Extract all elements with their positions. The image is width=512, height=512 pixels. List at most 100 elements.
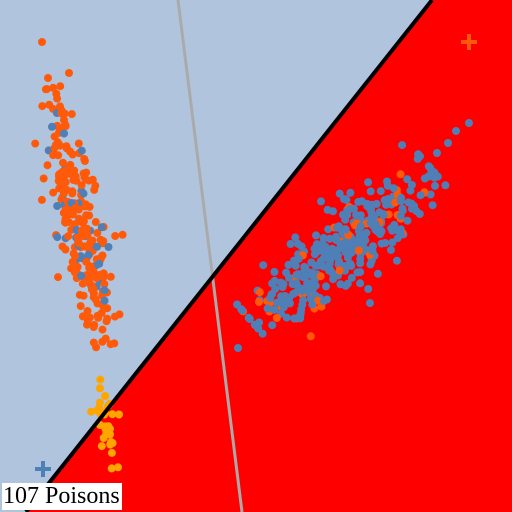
left-cluster-point [100,280,109,288]
poison-points-point [97,442,106,451]
right-cluster-point [371,220,380,229]
right-cluster-point [327,247,336,256]
right-cluster-point [388,238,397,247]
right-cluster-point [465,119,473,127]
left-cluster-point [53,94,62,103]
poison-points-point [107,464,116,473]
right-cluster-point [285,273,293,282]
right-cluster-point [258,329,267,338]
left-cluster-point [71,172,80,181]
right-cluster-point [354,226,363,235]
right-cluster-point [431,181,439,190]
right-cluster-point [335,266,344,275]
left-cluster-point [92,274,101,283]
left-cluster-point [118,230,127,239]
left-cluster-point [48,122,56,131]
right-cluster-point [376,187,385,196]
right-cluster-point [407,180,416,189]
right-cluster-point [347,273,356,282]
class-0-centroid-marker [35,461,51,477]
left-cluster-point [78,279,87,288]
left-cluster-point [69,210,77,219]
right-cluster-point [321,250,330,259]
right-cluster-point [308,300,317,309]
left-cluster-point [93,228,102,237]
left-cluster-point [84,242,93,251]
right-cluster-point [263,304,272,313]
right-cluster-point [329,207,337,216]
left-cluster-point [77,146,86,155]
right-cluster-point [397,193,406,202]
left-cluster-point [71,204,80,213]
left-cluster-point [110,312,119,321]
left-cluster-point [49,188,58,197]
right-cluster-point [255,288,264,297]
right-cluster-point [299,296,308,305]
left-cluster-point [79,217,88,226]
right-cluster-point [341,225,350,234]
right-cluster-point [369,212,378,221]
right-cluster-point [282,313,291,322]
right-cluster-point [272,314,281,322]
left-cluster-point [61,218,69,227]
poison-points-point [93,406,102,415]
right-cluster-point [311,261,320,270]
poison-points-point [114,463,122,472]
right-cluster-point [364,178,373,187]
right-cluster-point [346,188,355,197]
right-cluster-point [255,298,263,306]
left-cluster-point [83,316,92,325]
right-cluster-point [364,285,373,293]
left-cluster-point [77,181,86,190]
class-0-region [0,0,432,512]
right-cluster-point [274,298,283,307]
poison-points-point [101,392,110,400]
right-cluster-point [325,234,334,243]
right-cluster-point [408,204,416,213]
poison-points-point [96,375,105,384]
left-cluster-point [83,307,92,315]
left-cluster-point [56,102,64,111]
left-cluster-point [104,243,113,251]
right-cluster-point [324,225,333,234]
right-cluster-point [441,181,450,190]
markers-layer [35,34,477,477]
poison-points-point [87,407,96,416]
right-cluster-point [335,189,344,198]
left-cluster-point [75,239,83,248]
left-cluster-point [65,69,73,77]
left-cluster-point [76,252,85,261]
left-cluster-point [53,233,62,242]
left-cluster-point [38,38,46,46]
left-cluster-point [89,323,98,331]
left-cluster-point [57,109,66,118]
left-cluster-point [60,116,68,124]
left-cluster-point [84,250,93,259]
right-cluster-point [366,299,374,308]
right-cluster-point [368,200,377,209]
poison-points-point [108,439,117,448]
right-cluster-point [311,281,320,290]
left-cluster-point [99,273,108,282]
class-1-centroid-marker [461,34,477,50]
right-cluster-point [292,270,301,279]
left-cluster-point [99,237,108,246]
right-cluster-point [284,260,293,269]
left-cluster-point [84,176,93,185]
decision-boundary [24,0,434,512]
left-cluster-point [37,195,46,204]
right-cluster-point [270,267,279,276]
right-cluster-point [381,239,390,247]
points-layer [31,38,473,473]
left-cluster-point [80,155,89,163]
right-cluster-point [356,279,365,288]
left-cluster-point [67,110,76,119]
right-cluster-point [290,314,299,323]
left-cluster-point [59,158,67,167]
left-cluster-point [61,245,70,254]
right-cluster-point [347,248,356,257]
right-cluster-point [267,290,276,299]
